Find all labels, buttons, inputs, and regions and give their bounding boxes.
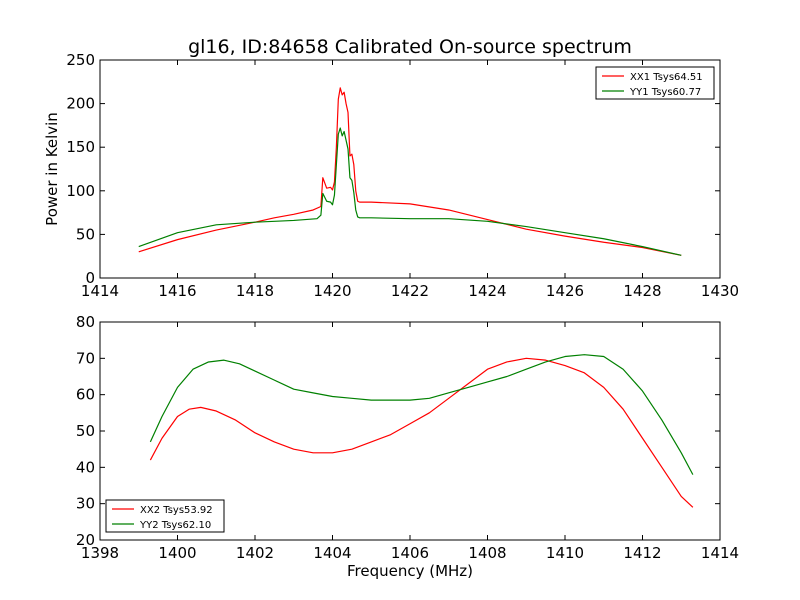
x-tick-label: 1404 <box>313 544 351 562</box>
legend-label-2: YY2 Tsys62.10 <box>139 520 211 531</box>
chart-panel-2: 1398 1400 1402 1404 1406 1408 1410 1412 1414 20 30… <box>76 313 739 580</box>
x-tick-label: 1422 <box>391 282 429 300</box>
x-tick-label: 1398 <box>81 544 119 562</box>
series-line-2 <box>149 354 694 475</box>
y-tick-label: 30 <box>76 495 95 513</box>
y-tick-label: 40 <box>76 458 95 476</box>
legend: XX1 Tsys64.51 YY1 Tsys60.77 <box>595 66 715 100</box>
x-tick-label: 1418 <box>236 282 274 300</box>
x-tick-label: 1400 <box>158 544 196 562</box>
y-tick-label: 20 <box>76 531 95 549</box>
legend-box <box>595 66 715 100</box>
x-tick-label: 1430 <box>701 282 739 300</box>
x-axis-label: Frequency (MHz) <box>347 562 473 580</box>
x-tick-label: 1414 <box>81 282 119 300</box>
x-tick-label: 1424 <box>468 282 506 300</box>
x-tick-label: 1402 <box>236 544 274 562</box>
y-axis-label: Power in Kelvin <box>43 112 61 226</box>
y-tick-label: 200 <box>66 95 95 113</box>
y-tick-label: 50 <box>76 422 95 440</box>
chart-panel-1: 1414 1416 1418 1420 1422 1424 1426 1428 1430 0 50 1… <box>43 36 739 300</box>
y-tick-label: 100 <box>66 182 95 200</box>
legend-label-1: XX2 Tsys53.92 <box>140 505 213 516</box>
legend: XX2 Tsys53.92 YY2 Tsys62.10 <box>105 499 225 533</box>
x-tick-label: 1408 <box>468 544 506 562</box>
x-tick-label: 1410 <box>546 544 584 562</box>
y-tick-label: 150 <box>66 138 95 156</box>
y-tick-label: 250 <box>66 51 95 69</box>
x-tick-label: 1412 <box>623 544 661 562</box>
y-tick-label: 60 <box>76 386 95 404</box>
series-line-1 <box>149 357 694 508</box>
y-tick-label: 0 <box>85 269 95 287</box>
y-tick-label: 80 <box>76 313 95 331</box>
x-tick-label: 1416 <box>158 282 196 300</box>
x-tick-label: 1426 <box>546 282 584 300</box>
legend-label-1: XX1 Tsys64.51 <box>630 72 703 83</box>
series-line-2 <box>138 127 682 256</box>
x-tick-label: 1428 <box>623 282 661 300</box>
x-tick-label: 1414 <box>701 544 739 562</box>
chart-title: gl16, ID:84658 Calibrated On-source spec… <box>188 36 632 58</box>
y-tick-label: 50 <box>76 225 95 243</box>
legend-box <box>105 499 225 533</box>
x-tick-label: 1420 <box>313 282 351 300</box>
x-tick-label: 1406 <box>391 544 429 562</box>
y-tick-label: 70 <box>76 349 95 367</box>
series-line-1 <box>138 87 682 256</box>
legend-label-2: YY1 Tsys60.77 <box>629 87 701 98</box>
